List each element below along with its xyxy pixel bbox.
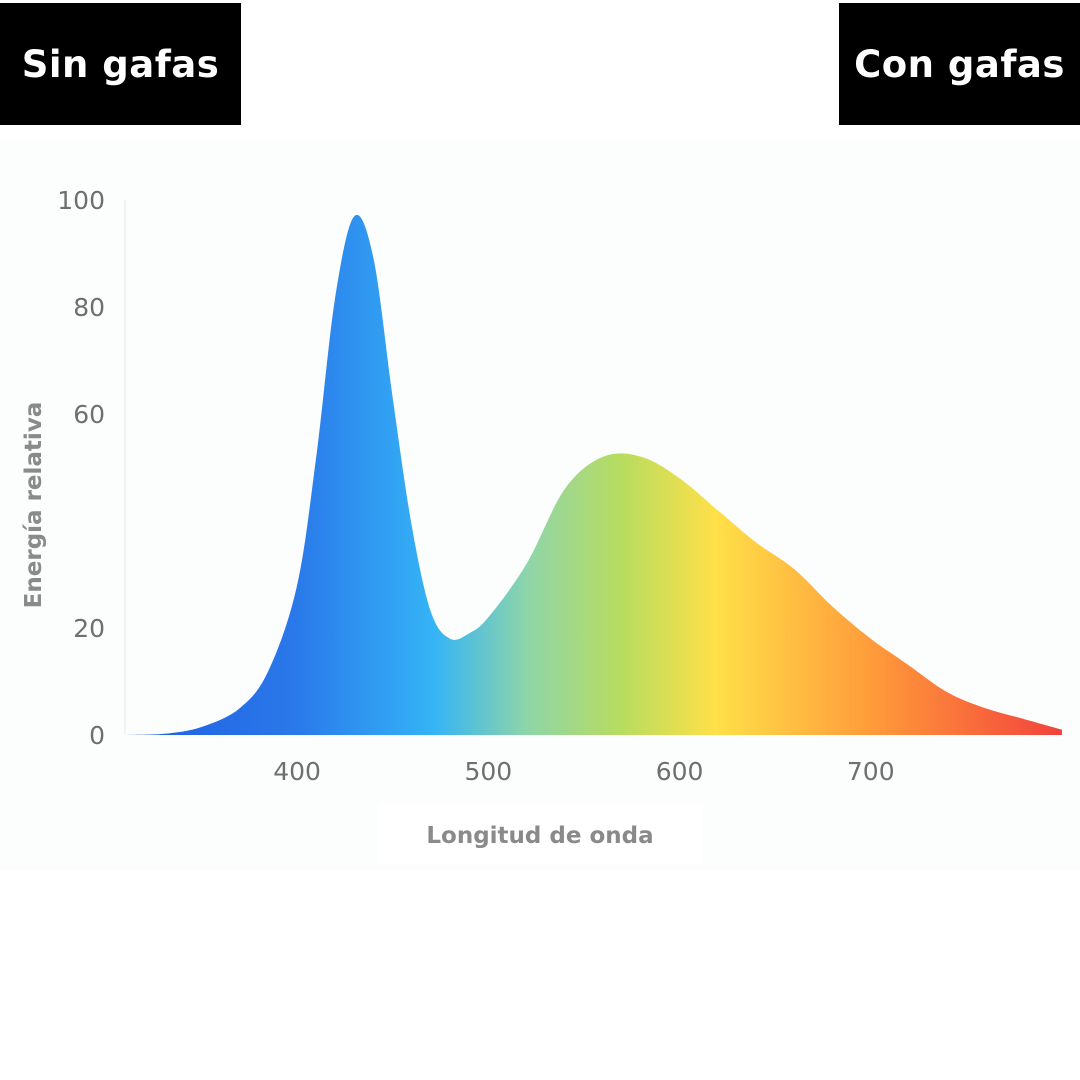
y-tick-label: 20 [73,614,105,643]
chart-svg: 0 20 60 80 100 400 500 600 700 Energía relativa… [21,186,1062,864]
x-tick-labels: 400 500 600 700 [273,757,894,786]
x-tick-label: 600 [656,757,704,786]
x-tick-label: 700 [847,757,895,786]
y-tick-labels: 0 20 60 80 100 [57,186,105,750]
y-tick-label: 0 [89,721,105,750]
x-axis-title-box [378,804,703,864]
x-axis-title: Longitud de onda [426,823,653,849]
label-sin-gafas: Sin gafas [0,3,241,125]
y-tick-label: 100 [57,186,105,215]
y-tick-label: 60 [73,400,105,429]
spectrum-area [125,214,1062,735]
y-tick-label: 80 [73,293,105,322]
x-tick-label: 400 [273,757,321,786]
y-axis-title: Energía relativa [21,402,47,609]
spectrum-chart: 0 20 60 80 100 400 500 600 700 Energía relativa… [0,140,1080,870]
x-tick-label: 500 [464,757,512,786]
label-con-gafas: Con gafas [839,3,1080,125]
